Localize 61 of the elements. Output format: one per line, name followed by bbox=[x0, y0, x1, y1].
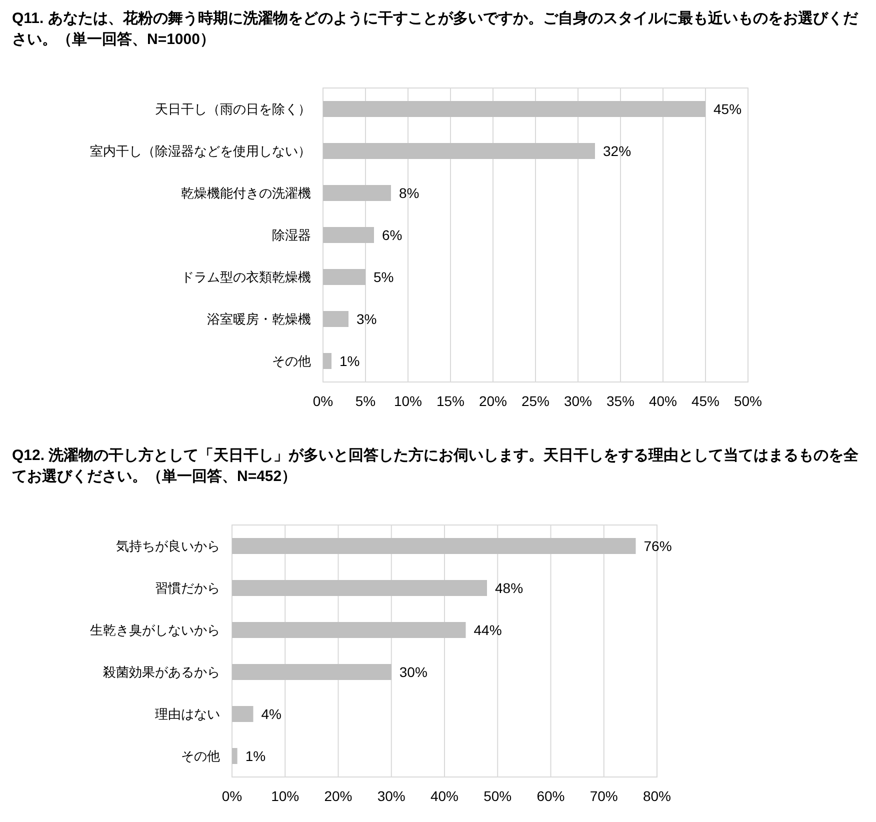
x-tick-label: 40% bbox=[430, 788, 459, 804]
data-label: 30% bbox=[399, 664, 428, 680]
y-tick-label: 浴室暖房・乾燥機 bbox=[207, 312, 311, 326]
bar bbox=[323, 185, 391, 201]
x-tick-label: 60% bbox=[536, 788, 565, 804]
y-tick-label: 室内干し（除湿器などを使用しない） bbox=[90, 144, 311, 158]
x-tick-label: 20% bbox=[478, 393, 508, 409]
x-tick-label: 20% bbox=[324, 788, 352, 804]
x-tick-label: 0% bbox=[222, 788, 242, 804]
y-tick-label: 除湿器 bbox=[272, 228, 311, 242]
x-tick-label: 0% bbox=[312, 393, 334, 409]
x-tick-label: 5% bbox=[355, 393, 376, 409]
bar bbox=[323, 269, 366, 285]
x-tick-label: 80% bbox=[642, 788, 672, 804]
y-tick-label: その他 bbox=[181, 748, 220, 764]
y-tick-label: 殺菌効果があるから bbox=[103, 664, 220, 680]
x-tick-label: 35% bbox=[606, 393, 635, 409]
data-label: 44% bbox=[474, 622, 502, 638]
data-label: 76% bbox=[644, 538, 672, 554]
y-tick-label: ドラム型の衣類乾燥機 bbox=[181, 270, 311, 284]
x-tick-label: 40% bbox=[648, 393, 678, 409]
bar bbox=[232, 538, 636, 554]
y-tick-label: 習慣だから bbox=[155, 580, 220, 596]
y-tick-label: その他 bbox=[272, 354, 311, 368]
x-tick-label: 30% bbox=[564, 393, 592, 409]
x-tick-label: 50% bbox=[484, 788, 512, 804]
bar bbox=[232, 580, 487, 596]
chart-title: Q12. 洗濯物の干し方として「天日干し」が多いと回答した方にお伺いします。天日干しをする理由として当てはまるものを全てお選びください。（単一回答、N=452） bbox=[11, 446, 860, 487]
bar bbox=[323, 143, 595, 159]
bar bbox=[323, 101, 706, 117]
data-label: 3% bbox=[356, 311, 377, 327]
x-tick-label: 30% bbox=[377, 788, 406, 804]
bar bbox=[323, 311, 348, 327]
data-label: 4% bbox=[261, 706, 282, 722]
bar bbox=[232, 664, 392, 680]
data-label: 6% bbox=[382, 227, 402, 243]
x-tick-label: 15% bbox=[436, 393, 465, 409]
bar bbox=[323, 353, 332, 369]
data-label: 1% bbox=[340, 353, 360, 369]
data-label: 45% bbox=[714, 101, 742, 117]
x-tick-label: 45% bbox=[691, 393, 720, 409]
x-tick-label: 10% bbox=[394, 393, 422, 409]
y-tick-label: 理由はない bbox=[155, 706, 220, 722]
x-tick-label: 70% bbox=[590, 788, 618, 804]
bar bbox=[323, 227, 374, 243]
data-label: 48% bbox=[495, 580, 524, 596]
y-tick-label: 気持ちが良いから bbox=[116, 538, 220, 554]
chart-title: Q11. あなたは、花粉の舞う時期に洗濯物をどのように干すことが多いですか。ご自身のスタイルに最も近いものをお選びください。（単一回答、N=1000） bbox=[11, 9, 860, 50]
bar bbox=[232, 706, 254, 722]
bar bbox=[232, 748, 238, 764]
y-tick-label: 乾燥機能付きの洗濯機 bbox=[181, 186, 311, 200]
x-tick-label: 50% bbox=[734, 393, 762, 409]
data-label: 1% bbox=[245, 748, 266, 764]
x-tick-label: 10% bbox=[271, 788, 300, 804]
y-tick-label: 生乾き臭がしないから bbox=[90, 622, 220, 638]
data-label: 32% bbox=[603, 143, 632, 159]
data-label: 8% bbox=[399, 185, 420, 201]
y-tick-label: 天日干し（雨の日を除く） bbox=[155, 102, 311, 116]
bar bbox=[232, 622, 466, 638]
data-label: 5% bbox=[374, 269, 394, 285]
x-tick-label: 25% bbox=[521, 393, 550, 409]
